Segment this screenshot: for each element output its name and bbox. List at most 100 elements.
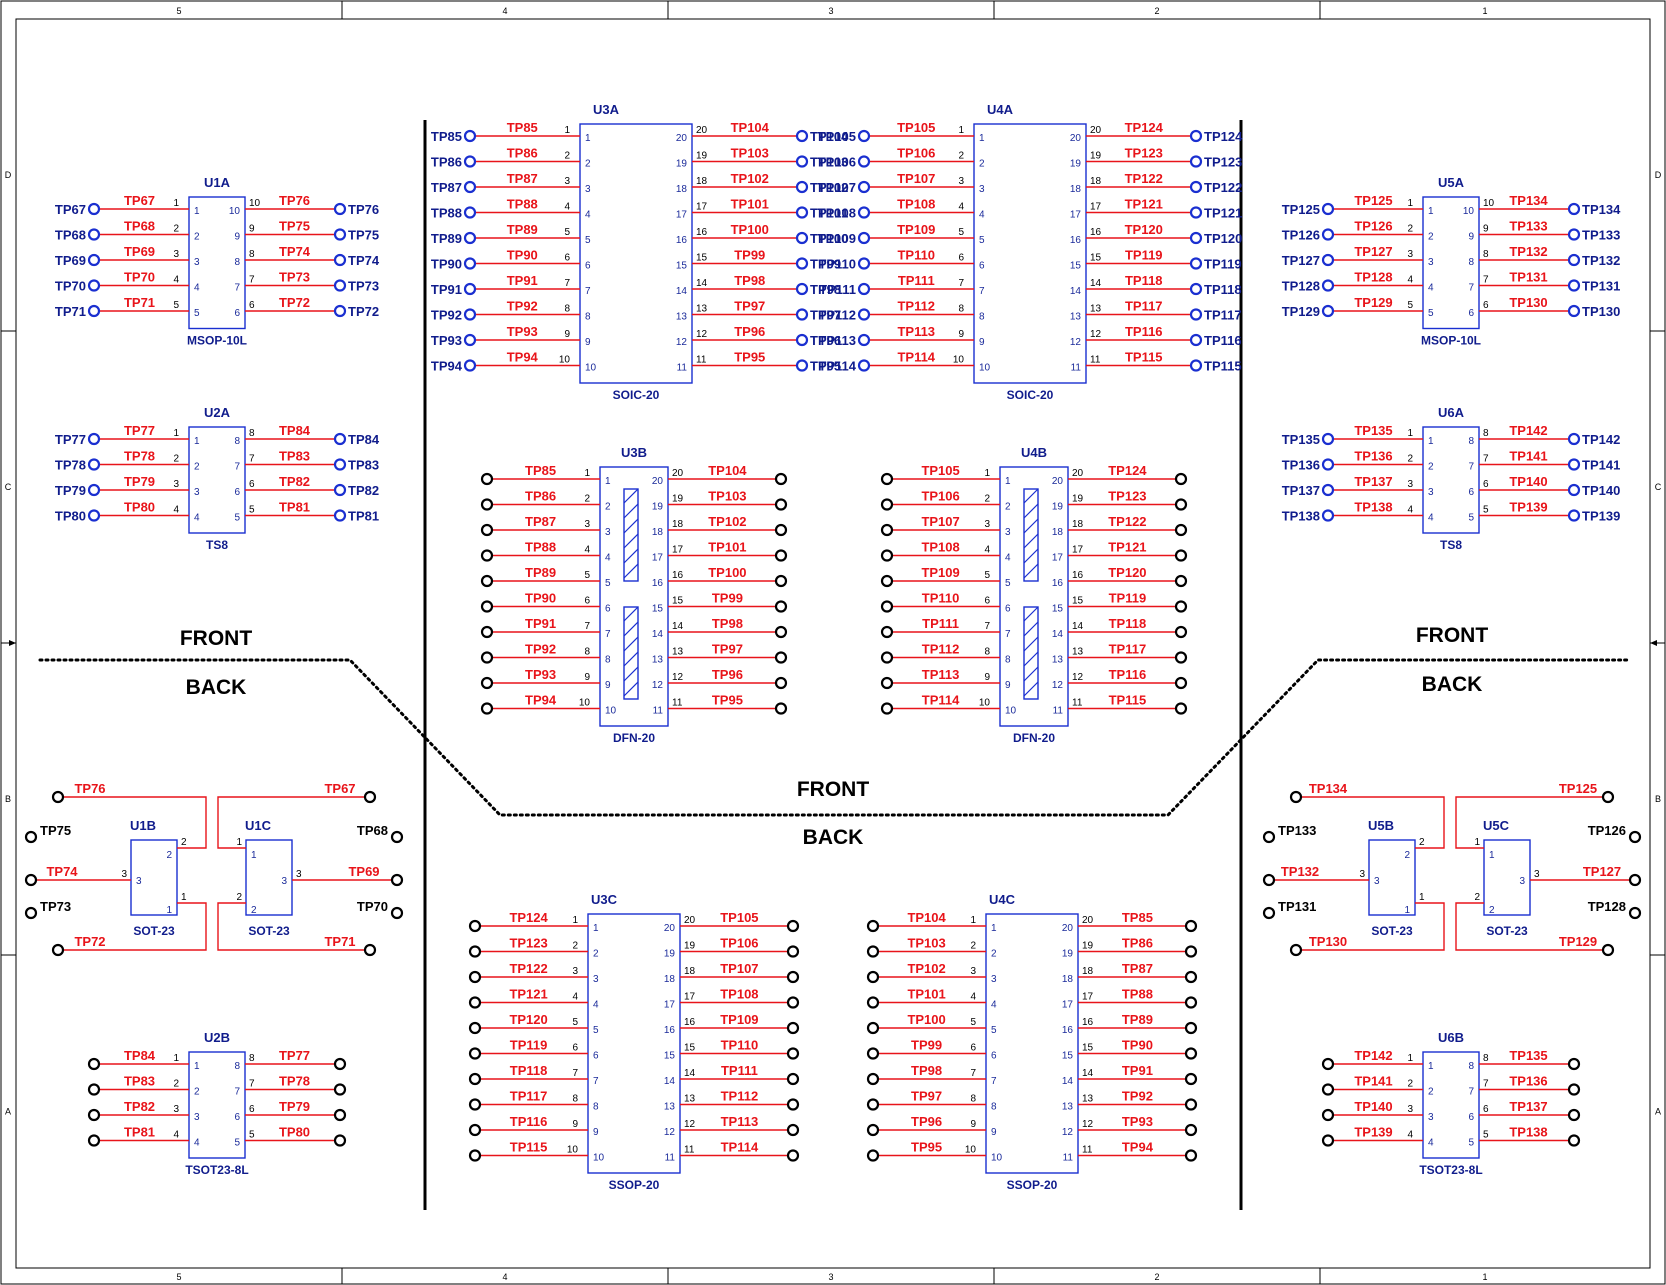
pin-number: 10 — [567, 1145, 579, 1156]
thermal-pad-hatch — [623, 518, 639, 534]
pin-number: 5 — [572, 1017, 578, 1028]
test-point-label: TP108 — [818, 206, 856, 221]
test-point — [795, 155, 809, 168]
pin-number: 4 — [1407, 505, 1413, 516]
test-point-label: TP96 — [810, 333, 841, 348]
test-point — [1321, 432, 1335, 446]
pin-number: 19 — [672, 494, 684, 505]
pin-number-inner: 2 — [1428, 1087, 1434, 1098]
pin-number-inner: 2 — [166, 850, 172, 861]
net-label: TP89 — [507, 222, 538, 237]
pin-number-inner: 7 — [585, 286, 591, 297]
net-wire — [1455, 796, 1603, 849]
test-point — [1189, 180, 1203, 194]
thermal-pad-hatch — [623, 621, 639, 637]
test-point-label: TP67 — [55, 202, 86, 217]
net-label: TP108 — [921, 540, 959, 555]
test-point — [480, 523, 494, 537]
test-point — [1628, 906, 1642, 920]
ic-reference: U6A — [1438, 405, 1465, 420]
ic-reference: U5C — [1483, 818, 1510, 833]
test-point-label: TP124 — [1204, 129, 1243, 144]
test-point-label: TP134 — [1582, 202, 1621, 217]
pin-number: 7 — [564, 278, 570, 289]
frame-row-label: A — [5, 1107, 11, 1117]
test-point — [880, 600, 894, 613]
net-label: TP118 — [1125, 273, 1163, 288]
pin-number-inner: 16 — [1052, 578, 1064, 589]
test-point-label: TP75 — [40, 823, 71, 838]
pin-number: 2 — [1419, 837, 1425, 848]
pin-number: 2 — [1407, 1079, 1413, 1090]
pin-number-inner: 7 — [1005, 629, 1011, 640]
pin-number-inner: 6 — [1468, 308, 1474, 319]
test-point — [786, 1098, 800, 1111]
net-label: TP124 — [1125, 120, 1164, 135]
pin-number-inner: 2 — [1005, 502, 1011, 513]
pin-number: 15 — [1090, 253, 1102, 264]
test-point — [1174, 651, 1188, 664]
pin-number: 11 — [684, 1145, 695, 1156]
ic-reference: U4A — [987, 102, 1014, 117]
pin-number: 9 — [564, 329, 570, 340]
pin-number: 18 — [684, 966, 696, 977]
pin-number-inner: 16 — [1070, 235, 1082, 246]
pin-number-inner: 9 — [1005, 680, 1011, 691]
pin-number: 13 — [672, 647, 684, 658]
ic-package: SOT-23 — [133, 924, 175, 938]
pin-number-inner: 19 — [664, 949, 676, 960]
pin-number: 6 — [572, 1043, 578, 1054]
test-point-label: TP70 — [357, 899, 388, 914]
pin-number-inner: 15 — [652, 604, 664, 615]
test-point — [1567, 202, 1581, 216]
pin-number-inner: 5 — [1005, 578, 1011, 589]
net-label: TP86 — [1122, 936, 1153, 951]
front-back-boundary — [38, 658, 1630, 817]
net-label: TP113 — [897, 324, 935, 339]
pin-number: 12 — [1090, 329, 1102, 340]
thermal-pad-hatch — [623, 651, 639, 667]
pin-number: 12 — [672, 672, 684, 683]
net-label: TP83 — [124, 1074, 155, 1089]
test-point-label: TP133 — [1278, 823, 1316, 838]
test-point-label: TP78 — [55, 458, 86, 473]
label-back-center: BACK — [803, 826, 864, 849]
net-label: TP86 — [507, 146, 538, 161]
test-point — [468, 1098, 482, 1111]
pin-number: 5 — [249, 505, 255, 516]
pin-number-inner: 3 — [281, 876, 287, 887]
pin-number-inner: 2 — [251, 905, 257, 916]
pin-number: 3 — [564, 176, 570, 187]
test-point — [1567, 228, 1581, 241]
pin-number-inner: 5 — [991, 1025, 997, 1036]
pin-number-inner: 1 — [1428, 206, 1434, 217]
pin-number-inner: 1 — [991, 923, 997, 934]
test-point — [333, 279, 347, 292]
pin-number: 15 — [684, 1043, 696, 1054]
test-point — [795, 180, 809, 194]
test-point — [463, 333, 477, 347]
net-label: TP121 — [1108, 540, 1146, 555]
ic-body — [587, 913, 681, 1174]
test-point-label: TP89 — [431, 231, 462, 246]
test-point — [857, 206, 871, 219]
test-point-label: TP127 — [1282, 253, 1320, 268]
pin-number: 1 — [173, 198, 179, 209]
frame-column-label: 5 — [176, 6, 181, 16]
test-point — [857, 155, 871, 168]
test-point — [480, 472, 494, 486]
net-label: TP137 — [1509, 1099, 1547, 1114]
pin-number-inner: 10 — [1463, 206, 1475, 217]
net-label: TP94 — [507, 350, 539, 365]
net-label: TP111 — [898, 273, 935, 288]
test-point — [795, 333, 809, 347]
net-label: TP96 — [712, 667, 743, 682]
ic-body — [1368, 839, 1416, 916]
ic-package: SSOP-20 — [1007, 1178, 1058, 1192]
net-label: TP108 — [897, 197, 935, 212]
ic-reference: U4B — [1021, 445, 1047, 460]
net-label: TP130 — [1309, 934, 1347, 949]
net-label: TP68 — [124, 219, 155, 234]
net-label: TP119 — [1109, 591, 1147, 606]
test-point — [1174, 498, 1188, 511]
